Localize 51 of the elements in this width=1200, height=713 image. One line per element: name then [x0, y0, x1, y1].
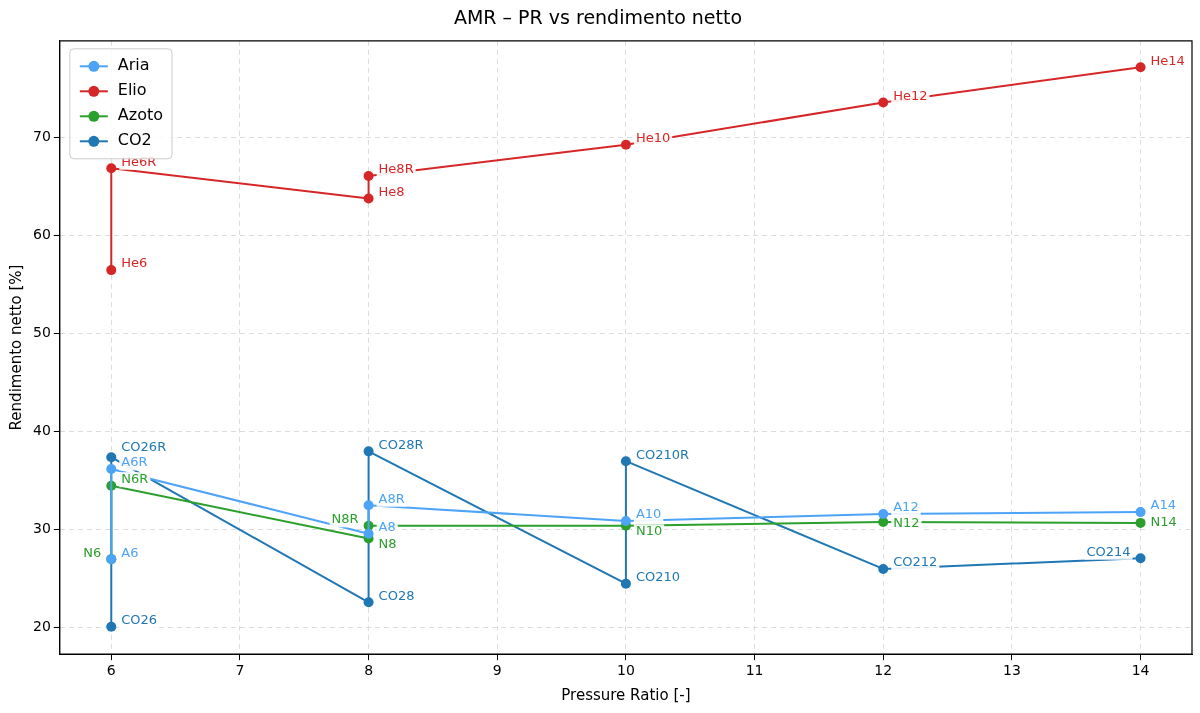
y-tick-label: 60: [32, 226, 51, 243]
data-label: CO26R: [121, 438, 167, 454]
x-tick-label: 11: [745, 662, 764, 679]
x-tick-label: 14: [1131, 662, 1150, 679]
legend-label: Elio: [117, 80, 147, 100]
legend-label: CO2: [117, 130, 152, 150]
data-label: N12: [893, 515, 920, 531]
data-label: N8R: [331, 511, 359, 527]
x-tick-label: 13: [1002, 662, 1021, 679]
data-label: CO210: [635, 569, 681, 585]
x-tick-label: 9: [492, 662, 502, 679]
y-tick-label: 30: [32, 520, 51, 537]
data-label: N10: [635, 523, 663, 539]
data-label: A12: [893, 499, 919, 515]
data-label: A14: [1150, 497, 1176, 513]
y-tick-label: 70: [32, 128, 51, 145]
x-tick-label: 10: [616, 662, 635, 679]
data-label: CO26: [121, 612, 158, 628]
legend-label: Azoto: [117, 105, 164, 125]
chart-title: AMR – PR vs rendimento netto: [453, 6, 743, 29]
data-label: He10: [635, 130, 671, 146]
y-tick-label: 20: [32, 618, 51, 635]
data-label: He8: [378, 183, 405, 199]
data-label: A6R: [121, 454, 148, 470]
data-label: CO210R: [635, 446, 690, 462]
y-tick-label: 50: [32, 324, 51, 341]
x-tick-label: 7: [235, 662, 245, 679]
data-label: N14: [1150, 514, 1177, 530]
y-tick-label: 40: [32, 422, 51, 439]
data-label: He6R: [121, 153, 157, 169]
data-label: He8R: [378, 161, 414, 177]
y-axis-title: Rendimento netto [%]: [6, 264, 25, 431]
data-label: He12: [893, 87, 928, 103]
data-label: A10: [635, 506, 662, 522]
x-tick-label: 12: [874, 662, 893, 679]
data-label: A8R: [378, 490, 405, 506]
data-label: CO214: [1086, 543, 1131, 559]
data-label: CO28: [378, 587, 415, 603]
data-label: A6: [121, 544, 139, 560]
data-label: N8: [378, 535, 397, 551]
x-tick-label: 8: [364, 662, 374, 679]
data-label: He6: [121, 255, 148, 271]
data-label: CO212: [893, 554, 938, 570]
data-label: He14: [1150, 52, 1185, 68]
data-label: N6: [83, 544, 102, 560]
data-label: A8: [378, 519, 396, 535]
x-axis-title: Pressure Ratio [-]: [561, 685, 691, 704]
data-label: CO28R: [378, 436, 424, 452]
legend-label: Aria: [117, 55, 150, 75]
x-tick-label: 6: [106, 662, 116, 679]
data-label: N6R: [121, 471, 149, 487]
